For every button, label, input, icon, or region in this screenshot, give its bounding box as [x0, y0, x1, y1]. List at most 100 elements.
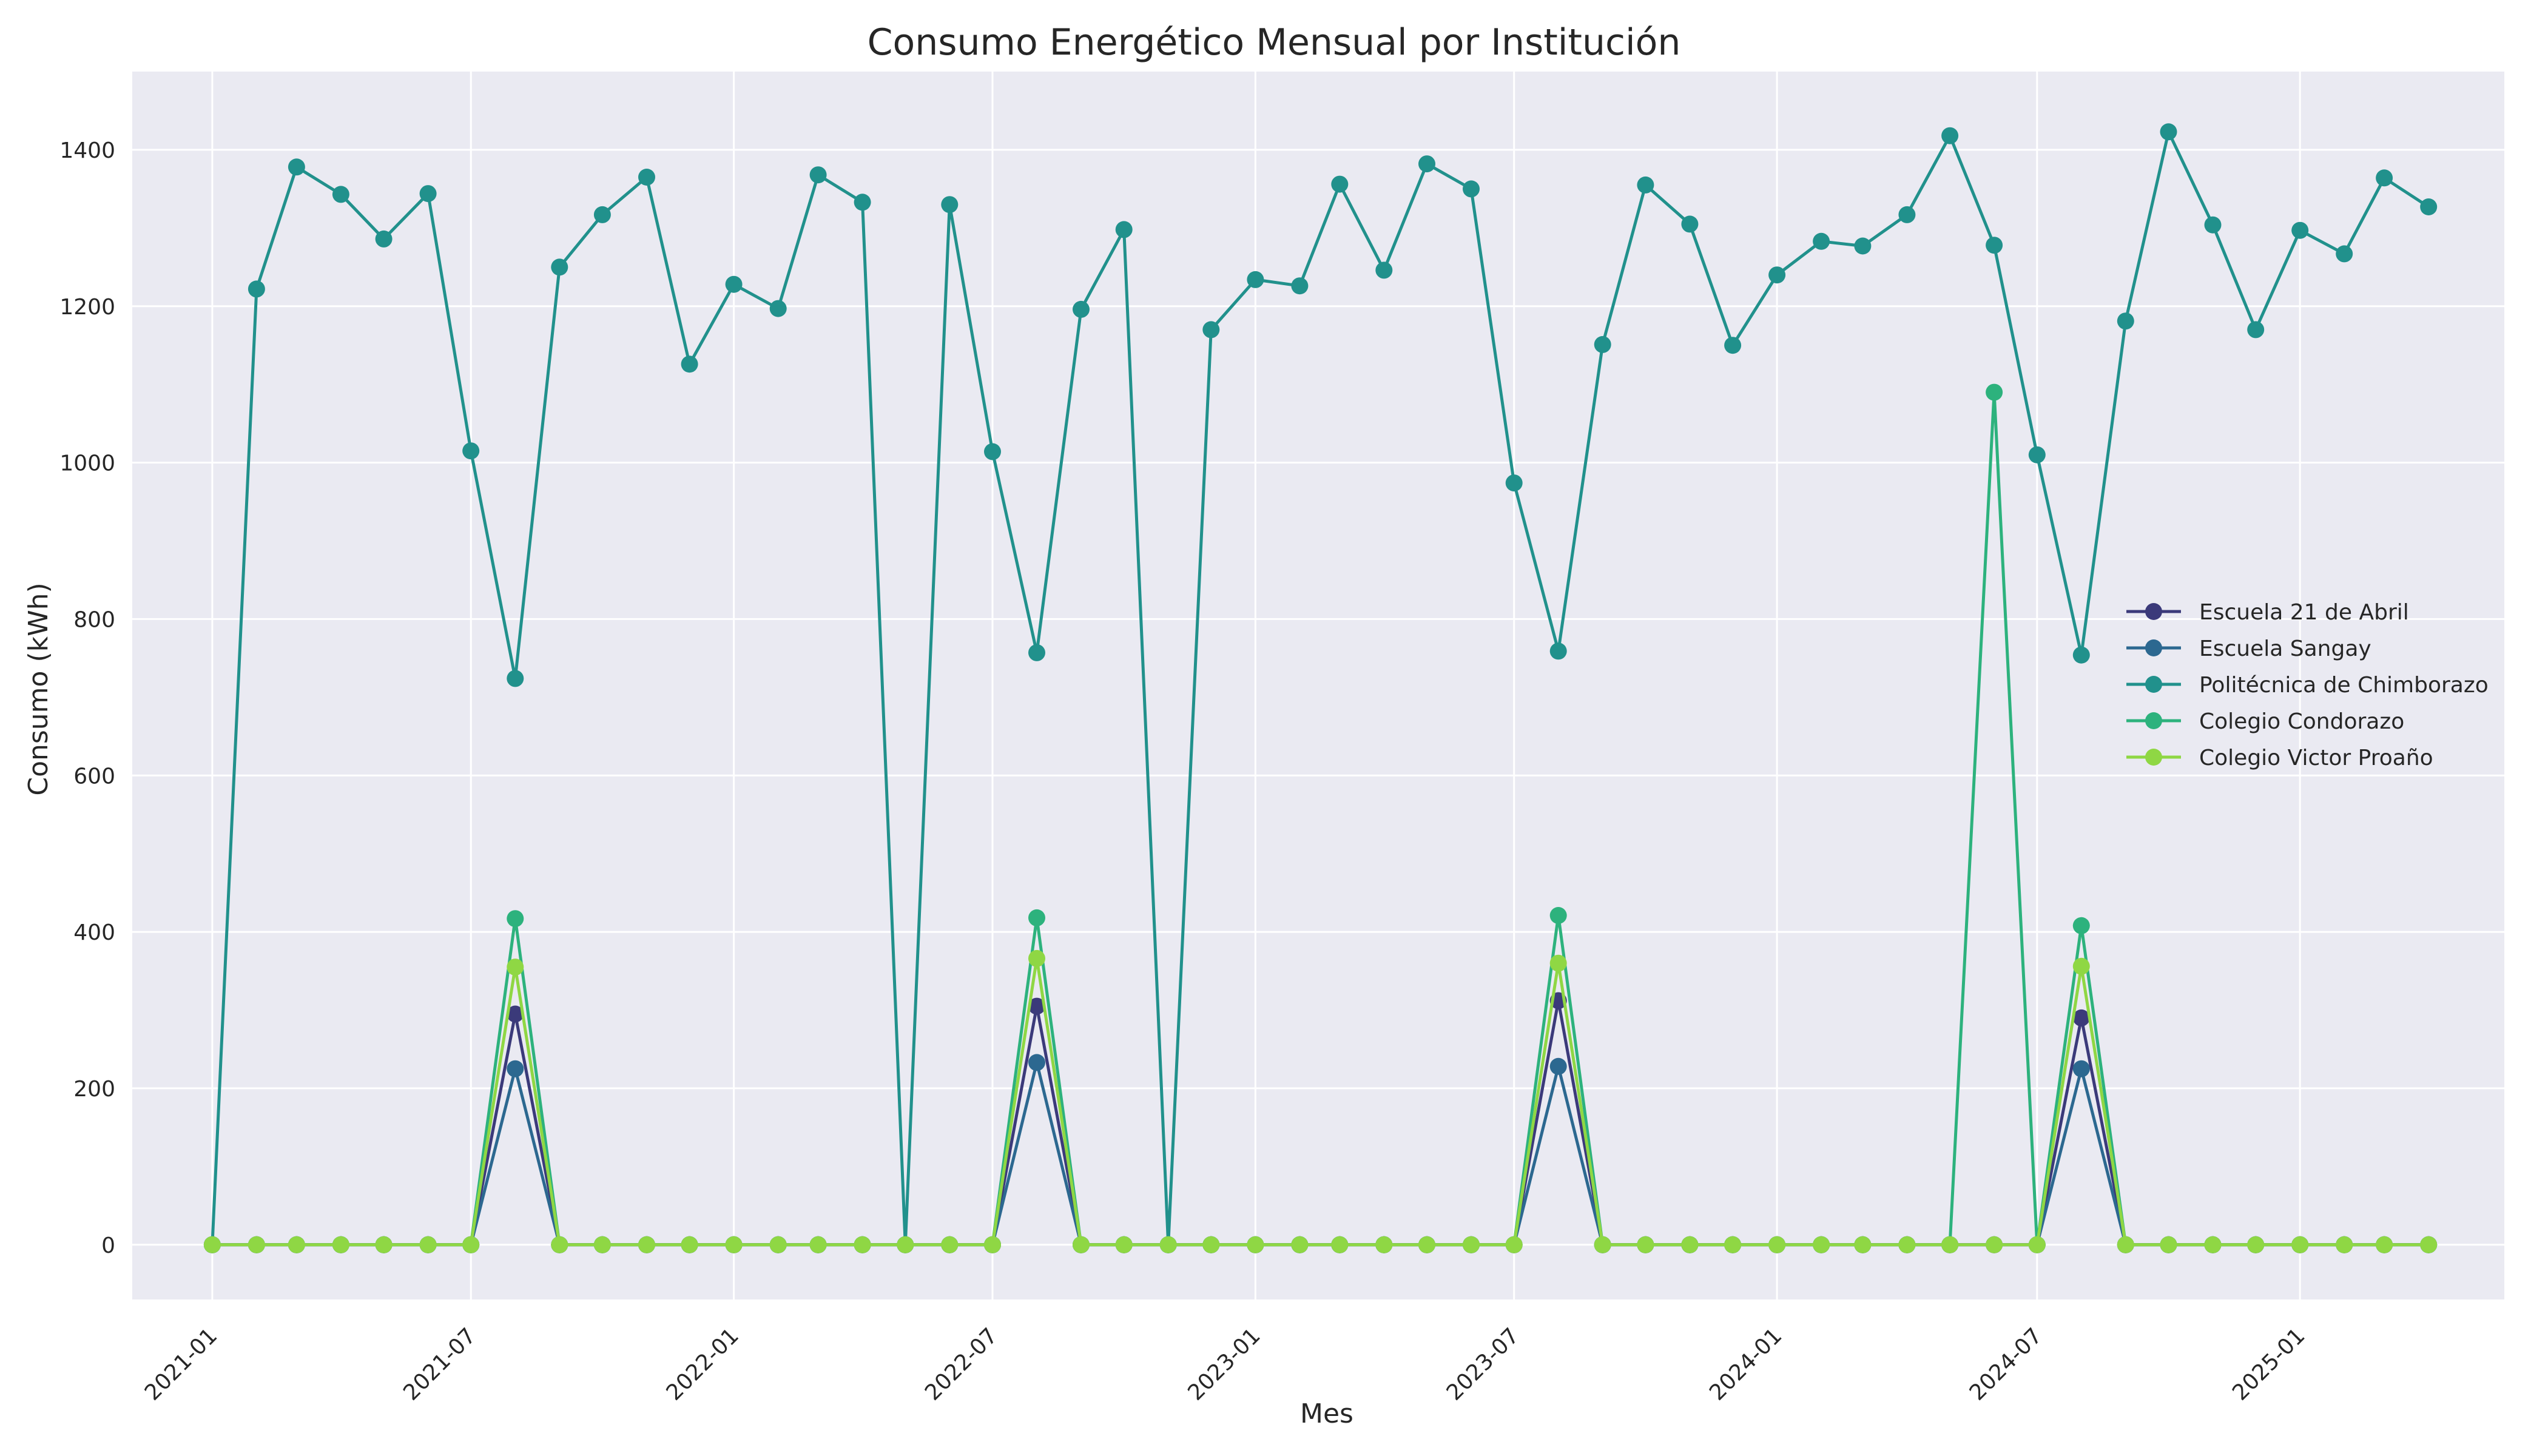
data-point [1813, 232, 1830, 250]
data-point [419, 185, 437, 203]
data-point [1247, 1236, 1264, 1253]
data-point [2420, 1236, 2438, 1253]
data-point [1028, 997, 1045, 1015]
y-tick-label: 800 [73, 607, 115, 632]
series [203, 123, 2438, 1253]
data-point [809, 1236, 827, 1253]
data-point [638, 169, 655, 186]
legend-label: Colegio Condorazo [2199, 709, 2404, 734]
series-layer [203, 123, 2438, 1253]
data-point [2160, 1236, 2177, 1253]
data-point [1637, 176, 1654, 194]
data-point [1941, 1236, 1959, 1253]
data-point [2117, 1236, 2134, 1253]
data-point [725, 1236, 743, 1253]
data-point [854, 194, 871, 211]
data-point [1594, 335, 1611, 353]
y-tick-label: 1000 [59, 451, 115, 476]
data-point [1115, 221, 1133, 238]
data-point [809, 166, 827, 184]
y-tick-label: 200 [73, 1077, 115, 1102]
data-point [681, 356, 698, 373]
data-point [1724, 337, 1742, 354]
legend-label: Colegio Victor Proaño [2199, 746, 2433, 770]
data-point [1418, 1236, 1435, 1253]
data-point [288, 1236, 305, 1253]
data-point [769, 300, 787, 317]
data-point [2336, 245, 2353, 263]
data-point [2072, 917, 2090, 934]
data-point [1291, 1236, 1309, 1253]
data-point [375, 230, 393, 248]
data-point [1637, 1236, 1654, 1253]
legend-swatch-marker [2145, 639, 2162, 656]
legend-swatch-marker [2145, 749, 2162, 766]
data-point [2072, 646, 2090, 664]
data-point [1159, 1236, 1177, 1253]
data-point [1768, 266, 1786, 284]
legend-item: Colegio Victor Proaño [2126, 746, 2433, 770]
data-point [1681, 215, 1699, 233]
data-point [1505, 474, 1523, 492]
data-point [1028, 644, 1045, 661]
data-point [1463, 1236, 1480, 1253]
data-point [1986, 383, 2003, 401]
data-point [941, 196, 959, 214]
data-point [507, 910, 524, 928]
y-tick-label: 1200 [59, 295, 115, 320]
data-point [332, 186, 349, 203]
data-point [1291, 277, 1309, 295]
data-point [1375, 261, 1393, 279]
y-tick-label: 0 [101, 1233, 115, 1258]
data-point [1898, 206, 1916, 223]
data-point [2072, 957, 2090, 975]
chart-title: Consumo Energético Mensual por Instituci… [868, 21, 1681, 64]
data-point [2028, 446, 2046, 463]
data-point [1028, 1054, 1045, 1071]
data-point [248, 280, 265, 298]
data-point [1941, 127, 1959, 144]
legend-swatch-marker [2145, 676, 2162, 693]
data-point [1202, 321, 1220, 339]
data-point [2204, 216, 2222, 234]
data-point [507, 1005, 524, 1023]
data-point [854, 1236, 871, 1253]
data-point [507, 959, 524, 976]
data-point [1247, 271, 1264, 288]
data-point [1549, 1057, 1567, 1075]
data-point [681, 1236, 698, 1253]
data-point [1681, 1236, 1699, 1253]
data-point [419, 1236, 437, 1253]
data-point [462, 442, 480, 460]
data-point [1986, 237, 2003, 254]
data-point [2160, 123, 2177, 141]
series [203, 949, 2438, 1253]
y-tick-label: 600 [73, 764, 115, 789]
data-point [551, 1236, 568, 1253]
data-point [1463, 180, 1480, 198]
data-point [1854, 237, 1872, 255]
data-point [593, 1236, 611, 1253]
legend-item: Escuela 21 de Abril [2126, 600, 2409, 625]
data-point [2028, 1236, 2046, 1253]
legend-swatch-marker [2145, 712, 2162, 729]
data-point [375, 1236, 393, 1253]
data-point [1375, 1236, 1393, 1253]
data-point [2117, 312, 2134, 330]
data-point [1549, 907, 1567, 924]
legend-label: Escuela Sangay [2199, 636, 2371, 661]
data-point [1594, 1236, 1611, 1253]
data-point [507, 670, 524, 687]
data-point [725, 275, 743, 293]
data-point [1028, 949, 1045, 967]
series-line [211, 130, 2430, 1247]
y-axis: 0 200 400 600 800 1000 1200 1400 [59, 138, 115, 1258]
data-point [2072, 1009, 2090, 1026]
data-point [1549, 642, 1567, 660]
data-point [1418, 155, 1435, 173]
data-point [332, 1236, 349, 1253]
data-point [897, 1236, 914, 1253]
plot-area [132, 72, 2504, 1299]
data-point [984, 443, 1001, 460]
